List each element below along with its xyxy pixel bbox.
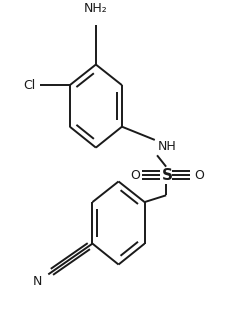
Text: NH: NH — [158, 140, 176, 153]
Text: O: O — [194, 169, 203, 182]
Text: O: O — [130, 169, 139, 182]
Text: Cl: Cl — [23, 79, 36, 92]
Text: S: S — [161, 168, 172, 183]
Text: N: N — [33, 275, 42, 288]
Text: NH₂: NH₂ — [84, 2, 107, 15]
